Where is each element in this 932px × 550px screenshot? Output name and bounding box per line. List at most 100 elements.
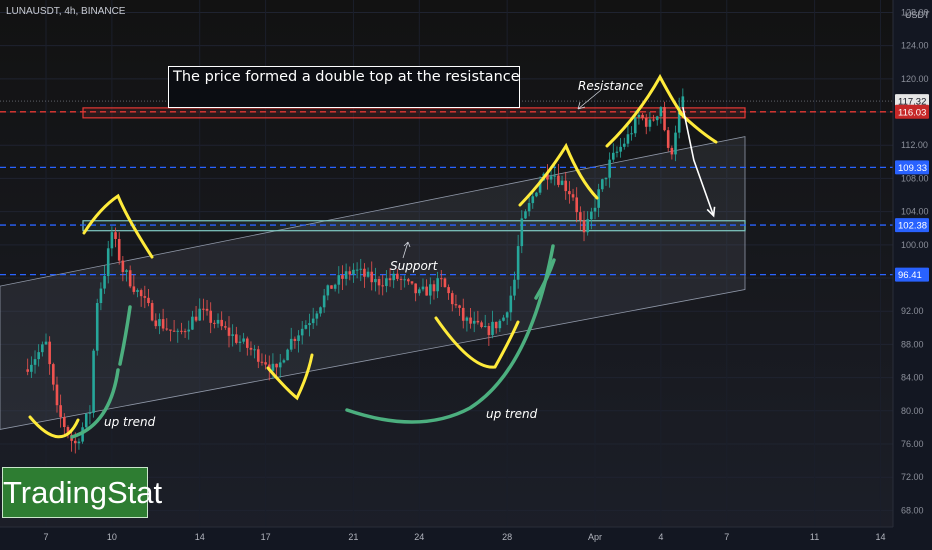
candle-body xyxy=(597,189,600,208)
highlight-arc xyxy=(605,73,686,148)
price-tag xyxy=(895,267,929,282)
candle-body xyxy=(538,180,542,193)
candle-body xyxy=(612,152,615,160)
uptrend-arrow-2 xyxy=(345,244,555,424)
uptrend-arrow-1-tail xyxy=(70,368,120,439)
candle-body xyxy=(513,279,516,296)
candle-body xyxy=(377,279,381,286)
candle-body xyxy=(666,130,670,148)
candle-body xyxy=(238,341,242,343)
candle-body xyxy=(322,295,326,308)
candle-body xyxy=(52,364,55,385)
candle-body xyxy=(315,313,319,319)
candle-body xyxy=(370,271,374,283)
candle-body xyxy=(590,211,593,220)
candle-body xyxy=(205,308,209,311)
candle-body xyxy=(92,350,95,413)
candle-body xyxy=(633,117,637,134)
y-tick-label: 108.00 xyxy=(901,173,929,183)
candle-body xyxy=(476,320,480,323)
y-tick-label: 124.00 xyxy=(901,41,929,51)
candle-body xyxy=(48,341,51,365)
candle-body xyxy=(359,268,363,270)
candle-body xyxy=(385,278,388,287)
candle-body xyxy=(443,278,447,288)
candle-body xyxy=(396,273,399,279)
candle-body xyxy=(110,232,114,249)
candle-body xyxy=(644,118,648,127)
candle-body xyxy=(319,307,322,314)
uptrend-arrow-2-head xyxy=(534,258,556,300)
x-tick-label: 10 xyxy=(107,532,117,542)
y-tick-label: 80.00 xyxy=(901,406,924,416)
candle-body xyxy=(582,220,586,233)
candle-body xyxy=(363,268,366,277)
candle-body xyxy=(220,319,223,327)
candle-body xyxy=(63,417,66,428)
candle-body xyxy=(103,276,106,289)
candle-body xyxy=(37,352,40,360)
candle-body xyxy=(99,288,103,304)
y-tick-label: 84.00 xyxy=(901,373,924,383)
candle-body xyxy=(121,260,125,272)
y-tick-label: 112.00 xyxy=(901,140,928,150)
candle-body xyxy=(483,326,487,328)
x-tick-label: 17 xyxy=(261,532,271,542)
y-tick-label: 76.00 xyxy=(901,439,924,449)
candle-body xyxy=(88,412,92,414)
highlight-arc xyxy=(434,316,520,369)
candle-body xyxy=(231,334,234,336)
x-tick-label: 14 xyxy=(195,532,205,542)
candle-body xyxy=(564,180,568,192)
candle-body xyxy=(352,269,355,275)
candle-body xyxy=(282,360,286,363)
highlight-arc xyxy=(266,353,314,401)
candle-body xyxy=(604,177,608,180)
candle-body xyxy=(59,405,62,418)
y-tick-label: 72.00 xyxy=(901,472,924,482)
candle-body xyxy=(421,286,425,290)
candle-body xyxy=(557,175,560,185)
y-tick-label: 104.00 xyxy=(901,207,929,217)
tradingstat-logo: TradingStat xyxy=(2,467,162,518)
candle-body xyxy=(549,176,553,180)
candle-body xyxy=(128,270,132,287)
candle-body xyxy=(630,133,633,135)
candle-body xyxy=(681,96,685,107)
x-tick-label: Apr xyxy=(588,532,602,542)
time-axis xyxy=(0,527,932,550)
candle-body xyxy=(399,278,403,280)
candle-body xyxy=(498,320,502,329)
candle-body xyxy=(553,175,557,177)
candle-body xyxy=(216,319,220,324)
candle-body xyxy=(648,119,652,127)
candle-body xyxy=(608,159,611,178)
candle-body xyxy=(150,303,154,321)
projection-arrow xyxy=(682,106,715,217)
candle-body xyxy=(341,275,344,279)
candle-body xyxy=(311,318,315,324)
candle-body xyxy=(465,317,469,321)
candle-body xyxy=(286,349,289,361)
candle-body xyxy=(410,281,414,284)
candle-body xyxy=(535,192,538,197)
candle-body xyxy=(571,194,575,198)
candle-body xyxy=(246,338,249,348)
candle-body xyxy=(180,330,183,332)
candle-body xyxy=(439,278,443,280)
candle-body xyxy=(344,271,348,279)
projection-arrowhead xyxy=(706,206,716,218)
candle-body xyxy=(472,320,476,324)
candle-body xyxy=(418,289,421,294)
candle-body xyxy=(161,319,165,329)
candle-body xyxy=(593,207,597,212)
candle-body xyxy=(224,326,227,328)
x-tick-label: 21 xyxy=(348,532,358,542)
candle-body xyxy=(494,321,498,329)
candle-body xyxy=(454,304,458,306)
price-tag-label-96.41: 96.41 xyxy=(898,270,922,281)
candle-body xyxy=(480,322,483,327)
resistance-zone xyxy=(82,107,746,119)
candle-body xyxy=(260,361,264,363)
candle-body xyxy=(125,270,128,272)
